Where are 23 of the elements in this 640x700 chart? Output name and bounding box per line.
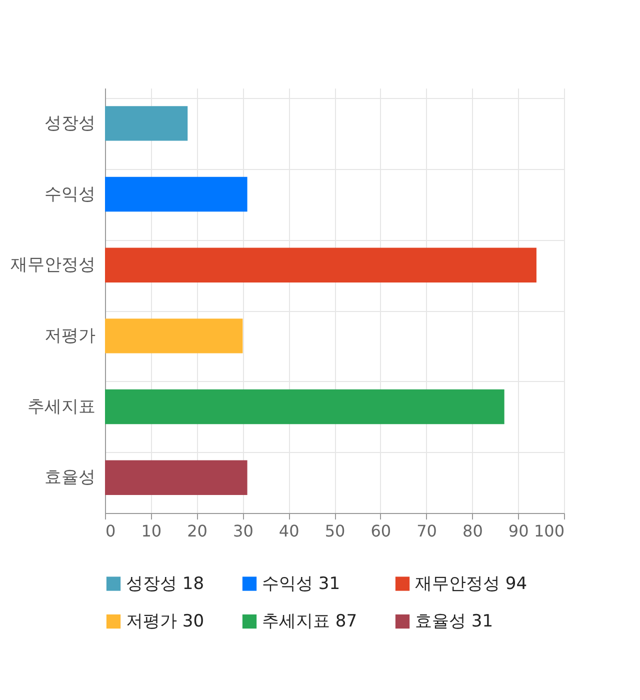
legend-label: 성장성 18 (126, 574, 204, 594)
y-tick-label: 추세지표 (28, 396, 96, 417)
legend-label: 저평가 30 (126, 612, 204, 632)
y-tick-label: 수익성 (44, 184, 96, 204)
legend-label: 추세지표 87 (262, 612, 358, 632)
x-tick-label: 70 (416, 522, 437, 540)
y-tick-label: 저평가 (44, 326, 96, 346)
x-tick-label: 90 (508, 522, 529, 540)
x-tick-label: 20 (187, 522, 208, 540)
x-tick-label: 100 (534, 522, 564, 540)
legend-label: 효율성 31 (415, 612, 494, 632)
x-tick-label: 10 (141, 522, 162, 540)
x-tick-label: 80 (462, 522, 483, 540)
x-tick-label: 30 (233, 522, 254, 540)
x-tick-label: 0 (106, 522, 116, 540)
y-tick-label: 재무안정성 (10, 255, 96, 276)
y-tick-label: 효율성 (44, 468, 96, 488)
legend-label: 재무안정성 94 (415, 574, 528, 594)
x-tick-label: 60 (370, 522, 392, 540)
y-tick-label: 성장성 (44, 113, 96, 134)
legend-label: 수익성 31 (262, 574, 340, 594)
x-tick-label: 40 (278, 522, 300, 540)
x-tick-label: 50 (324, 522, 346, 540)
